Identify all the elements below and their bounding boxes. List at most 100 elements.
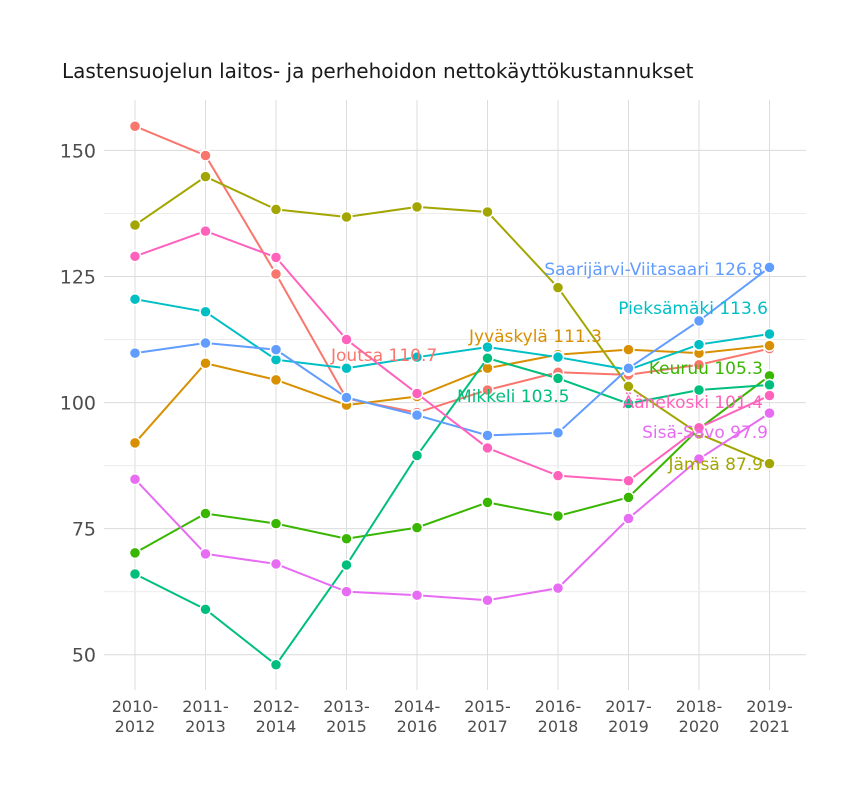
series-labels: Joutsa 110.7 Jyväskylä 111.3 Jämsä 87.9 Keu… [330,260,768,475]
data-point [269,267,283,281]
data-point [692,338,706,351]
data-point [692,421,706,435]
data-point [199,305,212,319]
series-label: Äänekoski 101.4 [623,392,763,413]
data-point [269,203,283,216]
data-point [622,512,635,525]
series-label: Sisä-Savo 97.9 [642,423,768,443]
data-point [410,387,424,400]
data-point [763,457,776,470]
x-tick-label: 2019-2021 [746,697,793,736]
data-point [269,658,283,672]
data-point [481,441,494,455]
series-label: Pieksämäki 113.6 [618,299,768,319]
series-label: Saarijärvi-Viitasaari 126.8 [544,260,763,280]
y-tick-label: 100 [60,393,96,415]
data-point [340,558,353,572]
data-point [551,469,565,482]
data-point [340,532,353,545]
data-point [763,389,776,402]
x-tick-label: 2016-2018 [535,697,582,736]
series-layer [128,119,776,672]
data-point [410,200,424,214]
data-point [622,362,635,375]
y-tick-label: 150 [60,140,96,162]
data-point [481,383,494,397]
series-line [134,412,771,602]
series-jämsä [128,170,776,470]
data-point [763,339,776,352]
x-tick-label: 2018-2020 [676,697,723,736]
series-line [134,375,771,554]
data-point [622,380,635,393]
data-point [128,346,142,360]
data-point [128,546,142,560]
data-point [622,491,635,504]
data-point [128,119,142,133]
x-axis: 2010-2012 2011-2013 2012-2014 2013-2015 2014… [112,697,793,736]
data-point [199,336,212,350]
data-point [551,509,565,523]
data-point [481,593,494,607]
series-line [134,230,770,482]
series-label: Keuruu 105.3 [649,359,763,379]
series-line [134,344,770,444]
data-point [763,406,776,420]
series-line [134,125,770,414]
data-point [481,496,494,509]
data-point [551,426,565,440]
series-saarijärvi-viitasaari [128,261,776,442]
series-sisä-savo [128,406,776,607]
data-point [763,378,776,392]
series-äänekoski [128,224,776,487]
data-point [340,362,353,375]
data-point [551,372,565,385]
data-point [199,603,212,616]
data-point [199,149,212,162]
data-point [410,350,424,364]
data-point [551,581,565,595]
data-point [481,205,494,219]
data-point [128,567,142,581]
series-line [134,175,770,465]
data-point [622,343,635,356]
data-point [128,436,142,450]
data-point [763,261,776,274]
data-point [199,547,212,561]
data-point [269,343,283,356]
series-label: Jyväskylä 111.3 [468,327,602,347]
data-point [269,373,283,387]
data-point [692,383,706,397]
y-tick-label: 75 [72,519,96,541]
x-tick-label: 2014-2016 [394,697,441,736]
y-tick-label: 50 [72,645,96,667]
x-tick-label: 2013-2015 [323,697,370,736]
series-line [134,357,770,667]
data-point [340,391,353,404]
data-point [481,429,494,442]
data-point [410,521,424,534]
y-axis: 50 75 100 125 150 [60,140,96,666]
series-line [134,266,771,437]
data-point [128,250,142,263]
series-label: Mikkeli 103.5 [457,387,569,407]
data-point [199,507,212,520]
data-point [269,517,283,530]
data-point [692,314,706,328]
data-point [551,350,565,364]
data-point [622,474,635,487]
data-point [269,557,283,571]
x-tick-label: 2012-2014 [253,697,300,736]
data-point [410,408,424,422]
data-point [128,472,142,486]
data-point [410,449,424,462]
x-tick-label: 2011-2013 [182,697,229,736]
data-point [481,351,494,365]
data-point [481,340,494,354]
series-label: Joutsa 110.7 [330,346,437,366]
data-point [199,356,212,370]
data-point [763,327,776,341]
x-tick-label: 2017-2019 [605,697,652,736]
data-point [410,588,424,602]
